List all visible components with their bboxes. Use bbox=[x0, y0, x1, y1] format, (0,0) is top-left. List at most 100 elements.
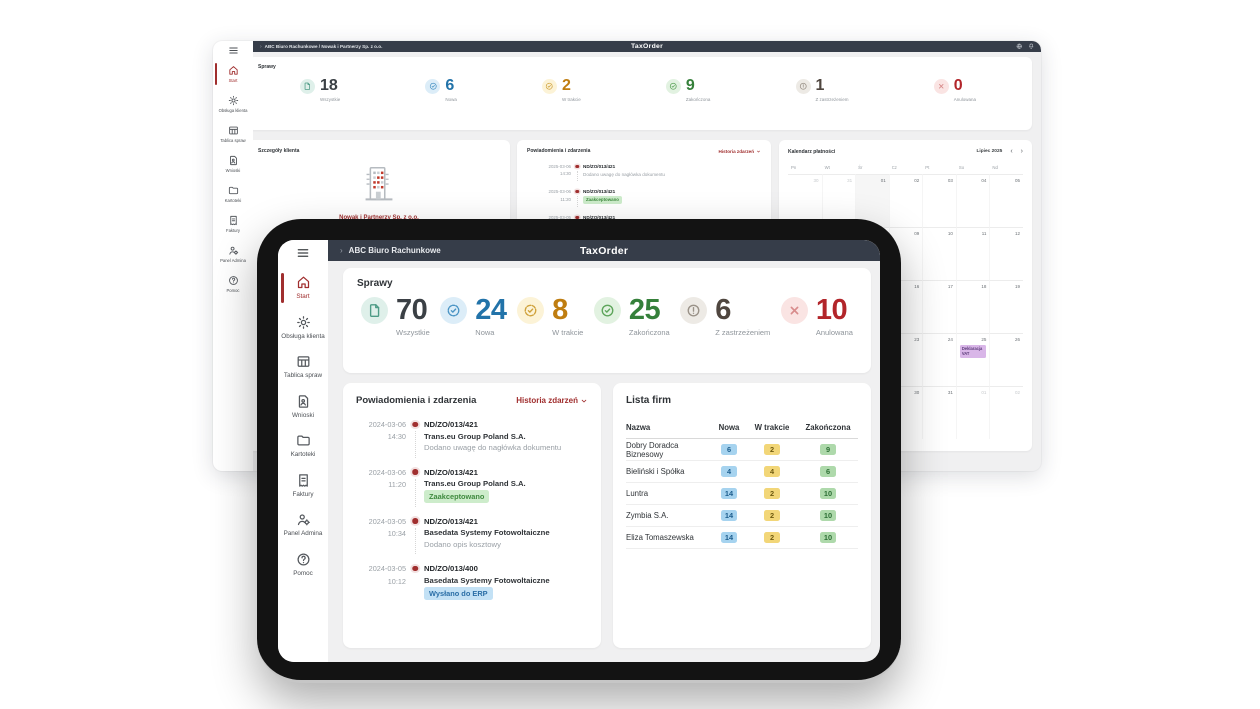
calendar-day[interactable]: 26 bbox=[989, 333, 1023, 386]
calendar-day-with-event[interactable]: 25 Deklaracja VAT bbox=[955, 333, 990, 386]
sidebar-item-panel-admina[interactable]: Panel Admina bbox=[278, 505, 328, 545]
notification-entry[interactable]: 2024-03-06 14:30 ND/ZO/013/421 Trans.eu G… bbox=[356, 419, 588, 467]
history-dropdown[interactable]: Historia zdarzeń bbox=[516, 396, 588, 405]
stat-cancelled[interactable]: 10 Anulowana bbox=[780, 296, 853, 337]
count-badge-new: 14 bbox=[721, 532, 737, 543]
x-icon bbox=[933, 78, 949, 94]
calendar-day[interactable]: 31 bbox=[922, 386, 956, 439]
chevron-down-icon bbox=[756, 149, 761, 154]
notification-bell-icon[interactable] bbox=[1028, 43, 1035, 50]
stat-in-progress[interactable]: 8 W trakcie bbox=[517, 296, 583, 337]
section-title: Sprawy bbox=[357, 278, 393, 289]
stat-new[interactable]: 24 Nowa bbox=[440, 296, 507, 337]
stat-all[interactable]: 70 Wszystkie bbox=[361, 296, 430, 337]
sidebar-item-obsluga-klienta[interactable]: Obsługa klienta bbox=[278, 308, 328, 348]
clock-check-icon bbox=[517, 297, 545, 324]
calendar-day[interactable]: 10 bbox=[922, 227, 956, 280]
count-badge-done: 10 bbox=[820, 488, 836, 499]
notification-entry[interactable]: 2024-03-05 10:34 ND/ZO/013/421 Basedata S… bbox=[356, 516, 588, 564]
stat-all[interactable]: 18 Wszystkie bbox=[300, 78, 340, 102]
entry-note: Dodano uwagę do nagłówka dokumentu bbox=[424, 443, 562, 453]
table-row[interactable]: Bieliński i Spółka 4 4 6 bbox=[626, 461, 858, 483]
sidebar-item-kartoteki[interactable]: Kartoteki bbox=[213, 179, 253, 209]
settings-globe-icon[interactable] bbox=[1016, 43, 1023, 50]
notification-entry[interactable]: 2024-03-05 10:12 ND/ZO/013/400 Basedata S… bbox=[356, 563, 588, 612]
tablet-sidebar: Start Obsługa klienta Tablica spraw Wnio… bbox=[278, 240, 328, 662]
sidebar-item-start[interactable]: Start bbox=[213, 59, 253, 89]
folder-icon bbox=[228, 185, 239, 196]
calendar-day[interactable]: 03 bbox=[922, 174, 956, 227]
sidebar-item-tablica-spraw[interactable]: Tablica spraw bbox=[213, 119, 253, 149]
col-w-trakcie: W trakcie bbox=[754, 423, 790, 432]
stat-in-progress[interactable]: 2 W trakcie bbox=[542, 78, 581, 102]
calendar-day[interactable]: 17 bbox=[922, 280, 956, 333]
sidebar-item-panel-admina[interactable]: Panel Admina bbox=[213, 239, 253, 269]
sidebar-item-start[interactable]: Start bbox=[278, 268, 328, 308]
home-icon bbox=[296, 275, 311, 290]
calendar-day[interactable]: 01 bbox=[855, 174, 889, 227]
notification-entry[interactable]: 2024-03-06 11:20 ND/ZO/013/421 Trans.eu G… bbox=[356, 467, 588, 516]
calendar-day[interactable]: 11 bbox=[955, 227, 990, 280]
document-number: ND/ZO/013/421 bbox=[583, 215, 616, 220]
sidebar-item-kartoteki[interactable]: Kartoteki bbox=[278, 426, 328, 466]
breadcrumb[interactable]: › ABC Biuro Rachunkowe bbox=[340, 246, 441, 255]
breadcrumb[interactable]: › ABC Biuro Rachunkowe / Nowak i Partner… bbox=[260, 44, 382, 50]
companies-list-card: Lista firm Nazwa Nowa W trakcie Zakończo… bbox=[613, 383, 871, 648]
notification-entry[interactable]: 2025-03-06 14:30 ND/ZO/013/421 Dodano uwa… bbox=[527, 163, 761, 188]
stat-done[interactable]: 9 Zakończona bbox=[665, 78, 710, 102]
company-name: Luntra bbox=[626, 489, 649, 498]
chevron-right-icon: › bbox=[340, 246, 343, 255]
menu-icon[interactable] bbox=[296, 246, 310, 260]
sidebar-item-tablica-spraw[interactable]: Tablica spraw bbox=[278, 347, 328, 387]
calendar-day[interactable]: 24 bbox=[922, 333, 956, 386]
building-illustration-icon bbox=[258, 162, 500, 208]
document-number: ND/ZO/013/421 bbox=[424, 420, 478, 429]
calendar-day[interactable]: 02 bbox=[888, 174, 923, 227]
document-icon bbox=[361, 297, 388, 324]
calendar-day[interactable]: 04 bbox=[955, 174, 990, 227]
table-row[interactable]: Eliza Tomaszewska 14 2 10 bbox=[626, 527, 858, 549]
entry-note: Dodano opis kosztowy bbox=[424, 539, 501, 549]
stat-done[interactable]: 25 Zakończona bbox=[593, 296, 670, 337]
table-row[interactable]: Zymbia S.A. 14 2 10 bbox=[626, 505, 858, 527]
sidebar-item-faktury[interactable]: Faktury bbox=[278, 466, 328, 506]
invoice-icon bbox=[228, 215, 239, 226]
count-badge-new: 14 bbox=[721, 510, 737, 521]
calendar-event-vat[interactable]: Deklaracja VAT bbox=[959, 344, 987, 359]
chevron-left-icon[interactable]: ‹ bbox=[1010, 148, 1013, 155]
notification-entry[interactable]: 2025-03-05 ND/ZO/013/421 bbox=[527, 214, 761, 232]
notification-entry[interactable]: 2025-03-06 11:20 ND/ZO/013/421 Zaakceptow… bbox=[527, 188, 761, 214]
table-header-row: Nazwa Nowa W trakcie Zakończona bbox=[626, 417, 858, 439]
sidebar-item-wnioski[interactable]: Wnioski bbox=[278, 387, 328, 427]
menu-icon[interactable] bbox=[228, 45, 239, 56]
stat-cancelled[interactable]: 0 Anulowana bbox=[933, 78, 976, 102]
help-circle-icon bbox=[296, 552, 311, 567]
calendar-day[interactable]: 31 bbox=[821, 174, 856, 227]
table-row[interactable]: Luntra 14 2 10 bbox=[626, 483, 858, 505]
chevron-right-icon[interactable]: › bbox=[1020, 148, 1023, 155]
timeline-dot bbox=[575, 164, 579, 168]
sidebar-item-obsluga-klienta[interactable]: Obsługa klienta bbox=[213, 89, 253, 119]
table-row[interactable]: Dobry Doradca Biznesowy 6 2 9 bbox=[626, 439, 858, 461]
sidebar-item-wnioski[interactable]: Wnioski bbox=[213, 149, 253, 179]
history-dropdown[interactable]: Historia zdarzeń bbox=[719, 149, 761, 154]
company-name: Dobry Doradca Biznesowy bbox=[626, 440, 679, 459]
calendar-day[interactable]: 19 bbox=[989, 280, 1023, 333]
sidebar-item-pomoc[interactable]: Pomoc bbox=[278, 545, 328, 585]
calendar-day[interactable]: 12 bbox=[989, 227, 1023, 280]
app-logo: TaxOrder bbox=[630, 43, 664, 50]
stat-reservation[interactable]: 1 Z zastrzeżeniem bbox=[795, 78, 849, 102]
calendar-day[interactable]: 05 bbox=[989, 174, 1023, 227]
sidebar-item-pomoc[interactable]: Pomoc bbox=[213, 269, 253, 299]
section-title: Szczegóły klienta bbox=[258, 148, 300, 154]
sidebar-item-faktury[interactable]: Faktury bbox=[213, 209, 253, 239]
calendar-day[interactable]: 18 bbox=[955, 280, 990, 333]
calendar-day[interactable]: 01 bbox=[955, 386, 990, 439]
company-name: Bieliński i Spółka bbox=[626, 467, 685, 476]
stat-reservation[interactable]: 6 Z zastrzeżeniem bbox=[680, 296, 770, 337]
stat-new[interactable]: 6 Nowa bbox=[425, 78, 457, 102]
calendar-day[interactable]: 02 bbox=[989, 386, 1023, 439]
notifications-card: Powiadomienia i zdarzenia Historia zdarz… bbox=[343, 383, 601, 648]
calendar-day[interactable]: 30 bbox=[788, 174, 822, 227]
client-name-link[interactable]: Nowak i Partnerzy Sp. z o.o. bbox=[339, 215, 419, 221]
